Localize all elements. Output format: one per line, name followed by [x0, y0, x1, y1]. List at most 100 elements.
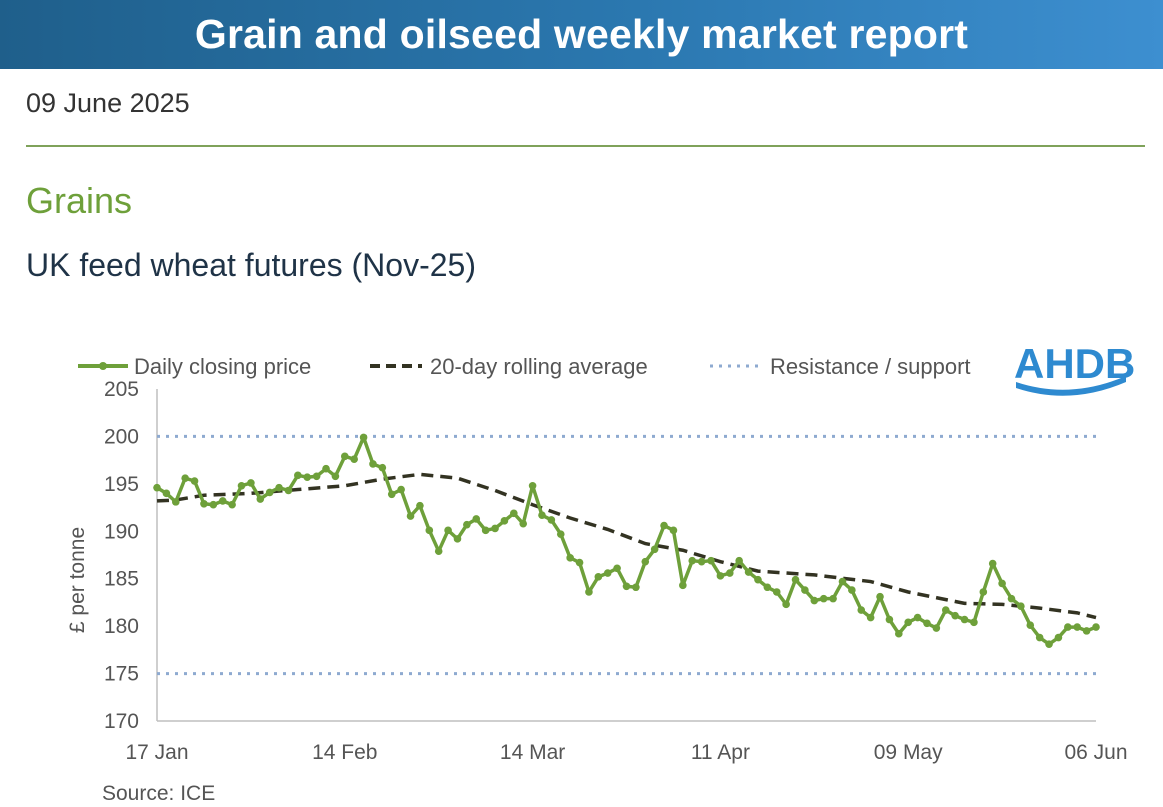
x-tick-label: 17 Jan [125, 741, 188, 764]
price-point [350, 455, 358, 463]
y-tick-label: 185 [104, 568, 139, 591]
price-point [1073, 623, 1082, 631]
price-point [294, 471, 302, 480]
x-tick-label: 11 Apr [691, 741, 750, 764]
price-point [585, 588, 593, 596]
price-point [679, 581, 687, 590]
y-tick-label: 205 [104, 378, 139, 401]
price-point [1035, 633, 1044, 642]
price-point [491, 524, 499, 533]
price-point [632, 583, 640, 592]
legend-support-label: Resistance / support [770, 354, 971, 379]
price-chart: Daily closing price 20-day rolling avera… [66, 340, 1135, 764]
legend-price-label: Daily closing price [134, 354, 311, 379]
ahdb-logo-text: AHDB [1014, 340, 1135, 387]
section-heading: Grains [26, 180, 133, 221]
price-point [556, 530, 565, 538]
price-point [538, 511, 546, 519]
x-axis: 17 Jan 14 Feb 14 Mar 11 Apr 09 May 06 Jun [125, 741, 1127, 764]
price-point [791, 575, 800, 584]
price-point [613, 564, 621, 573]
legend-price-marker [99, 362, 107, 370]
price-point [500, 517, 509, 525]
price-point [838, 577, 847, 586]
price-point [397, 485, 405, 494]
price-point [960, 615, 969, 624]
price-point [453, 535, 462, 543]
price-point [688, 556, 697, 565]
price-point [941, 606, 950, 614]
price-point [369, 460, 377, 468]
price-point [829, 594, 837, 603]
price-point [322, 464, 330, 473]
price-point [425, 526, 434, 535]
report-title: Grain and oilseed weekly market report [194, 11, 969, 57]
price-point [1017, 602, 1025, 611]
price-point [181, 474, 189, 482]
y-tick-label: 170 [104, 710, 139, 733]
price-point [923, 619, 931, 628]
price-point [970, 618, 978, 627]
y-tick-label: 200 [104, 425, 139, 448]
x-tick-label: 14 Mar [500, 741, 565, 764]
price-point [472, 515, 481, 523]
price-point [228, 500, 236, 509]
y-tick-label: 180 [104, 615, 139, 638]
source-note: Source: ICE [102, 782, 216, 805]
price-point [622, 582, 631, 591]
price-point [190, 477, 199, 485]
price-point [810, 596, 819, 605]
price-point [387, 490, 396, 499]
price-point [1054, 633, 1063, 642]
rolling-average-series [156, 472, 1097, 620]
price-point [200, 499, 208, 508]
price-point [406, 512, 415, 520]
price-point [162, 489, 171, 498]
price-point [951, 611, 959, 620]
price-point [857, 606, 866, 614]
price-point [913, 613, 922, 622]
price-point [575, 558, 584, 567]
legend: Daily closing price 20-day rolling avera… [78, 354, 971, 379]
divider [26, 145, 1145, 147]
price-point [998, 579, 1006, 588]
price-point [444, 526, 452, 535]
price-point [153, 483, 161, 492]
y-tick-label: 175 [104, 663, 139, 686]
price-point [1026, 621, 1035, 629]
price-point [1082, 627, 1091, 635]
price-point [1045, 640, 1053, 648]
x-tick-label: 14 Feb [312, 741, 377, 764]
price-point [247, 479, 255, 487]
price-point [988, 559, 997, 568]
price-point [1064, 623, 1072, 631]
price-point [528, 481, 537, 490]
price-point [481, 526, 490, 535]
price-point [885, 615, 894, 624]
price-point [594, 573, 603, 581]
price-point [275, 483, 283, 492]
price-point [876, 592, 884, 601]
price-point [725, 569, 734, 577]
price-point [819, 594, 828, 603]
ahdb-logo-swoosh [1016, 376, 1126, 396]
price-point [848, 586, 856, 594]
price-point [510, 509, 518, 518]
price-point [650, 545, 659, 554]
y-tick-label: 195 [104, 473, 139, 496]
price-point [519, 519, 528, 528]
x-tick-label: 09 May [874, 741, 943, 764]
price-point [547, 516, 556, 524]
price-point [209, 500, 218, 509]
price-point [669, 526, 678, 535]
price-point [463, 520, 471, 529]
y-axis: 170 175 180 185 190 195 200 205 [104, 378, 158, 733]
price-point [772, 588, 781, 596]
price-point [265, 488, 274, 497]
price-point [434, 547, 443, 556]
legend-average-label: 20-day rolling average [430, 354, 648, 379]
price-point [660, 521, 668, 530]
y-tick-label: 190 [104, 520, 139, 543]
price-point [341, 452, 349, 461]
x-tick-label: 06 Jun [1064, 741, 1127, 764]
